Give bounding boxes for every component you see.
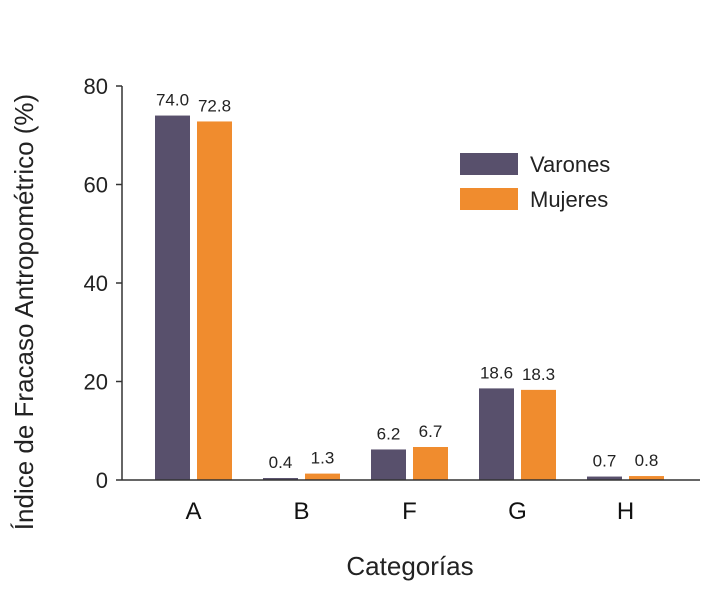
data-label-varones-a: 74.0 [156, 91, 189, 110]
y-ticks-layer: 0 20 40 60 80 [84, 74, 122, 493]
bar-varones-a [155, 115, 190, 481]
x-category-label: G [508, 498, 527, 525]
legend: Varones Mujeres [460, 152, 610, 212]
y-tick-label: 80 [84, 74, 108, 99]
data-label-mujeres-b: 1.3 [311, 449, 335, 468]
bar-mujeres-g [521, 389, 556, 480]
legend-swatch-mujeres [460, 188, 518, 210]
bar-varones-b [263, 478, 298, 480]
x-category-label: B [293, 498, 309, 525]
bar-mujeres-a [197, 121, 232, 481]
bar-mujeres-f [413, 447, 448, 480]
bar-varones-g [479, 388, 514, 480]
x-axis-title: Categorías [346, 551, 473, 581]
data-label-mujeres-h: 0.8 [635, 451, 659, 470]
data-label-mujeres-f: 6.7 [419, 422, 443, 441]
bar-varones-f [371, 449, 406, 480]
y-tick-label: 20 [84, 370, 108, 395]
data-label-mujeres-g: 18.3 [522, 365, 555, 384]
y-tick-label: 0 [96, 468, 108, 493]
bar-mujeres-h [629, 476, 664, 480]
bar-mujeres-b [305, 473, 340, 480]
legend-label-mujeres: Mujeres [530, 187, 608, 212]
value-labels-layer: 74.0 72.8 0.4 1.3 6.2 6.7 18.6 18.3 0.7 0.8 [156, 91, 658, 472]
data-label-varones-h: 0.7 [593, 452, 617, 471]
data-label-mujeres-a: 72.8 [198, 96, 231, 115]
x-category-label: H [617, 498, 634, 525]
data-label-varones-g: 18.6 [480, 363, 513, 382]
y-tick-label: 40 [84, 271, 108, 296]
legend-label-varones: Varones [530, 152, 610, 177]
legend-swatch-varones [460, 153, 518, 175]
bars-layer [155, 115, 664, 481]
y-tick-label: 60 [84, 173, 108, 198]
y-axis-title: Índice de Fracaso Antropométrico (%) [9, 94, 39, 530]
x-category-label: A [185, 498, 201, 525]
bar-varones-h [587, 476, 622, 480]
data-label-varones-f: 6.2 [377, 424, 401, 443]
x-category-label: F [402, 498, 417, 525]
data-label-varones-b: 0.4 [269, 453, 293, 472]
